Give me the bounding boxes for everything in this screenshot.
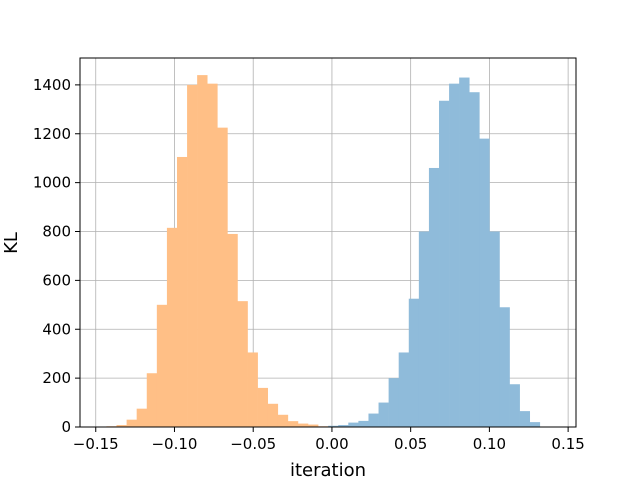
histogram-bar-series-1: [146, 373, 158, 427]
y-axis-label: KL: [1, 232, 22, 254]
histogram-bar-series-1: [297, 423, 309, 427]
histogram-bar-series-2: [489, 231, 500, 427]
y-tick-label: 200: [42, 369, 71, 387]
histogram-bar-series-2: [338, 425, 349, 427]
histogram-bar-series-1: [277, 414, 289, 427]
histogram-bar-series-1: [116, 425, 127, 427]
x-axis-label: iteration: [290, 460, 366, 480]
x-axis-ticks: −0.15 −0.10 −0.05 0.00 0.05 0.10 0.15: [73, 427, 585, 453]
histogram-bar-series-1: [308, 424, 319, 427]
histogram-bar-series-1: [126, 419, 137, 427]
histogram-bar-series-2: [408, 298, 420, 427]
histogram-bar-series-1: [257, 387, 268, 427]
histogram-bar-series-1: [287, 421, 299, 427]
histogram-bar-series-1: [217, 127, 228, 428]
histogram-bar-series-2: [428, 167, 440, 427]
histogram-bar-series-2: [509, 384, 520, 427]
histogram-bar-series-2: [519, 411, 531, 427]
histogram-bar-series-1: [197, 75, 208, 427]
plot-frame: [79, 57, 577, 428]
histogram-bar-series-2: [449, 83, 460, 428]
y-tick-label: 1400: [33, 76, 71, 94]
y-axis-ticks: 0 200 400 600 800 1000 1200 1400: [33, 76, 80, 436]
x-tick-label: −0.15: [73, 435, 119, 453]
x-tick-label: 0.05: [394, 435, 427, 453]
histogram-bar-series-1: [166, 227, 178, 427]
histogram-bar-series-2: [388, 378, 399, 427]
histogram-bar-series-1: [247, 352, 258, 427]
histogram-bar-series-1: [267, 403, 279, 427]
histogram-bar-series-2: [529, 422, 541, 427]
histogram-bar-series-2: [378, 402, 389, 427]
y-tick-label: 1000: [33, 174, 71, 192]
y-tick-label: 800: [42, 223, 71, 241]
x-tick-label: 0.00: [315, 435, 348, 453]
x-tick-label: 0.15: [551, 435, 584, 453]
x-tick-label: −0.05: [230, 435, 276, 453]
histogram-bar-series-1: [156, 304, 168, 427]
y-tick-label: 1200: [33, 125, 71, 143]
histogram-bar-series-2: [328, 425, 339, 427]
histogram-bar-series-1: [227, 233, 238, 427]
y-tick-label: 600: [42, 271, 71, 289]
histogram-bar-series-2: [499, 307, 510, 427]
histogram-bar-series-1: [187, 84, 198, 427]
histogram-bar-series-2: [368, 413, 379, 427]
histogram-bar-series-2: [479, 138, 490, 427]
histogram-bar-series-2: [469, 92, 480, 428]
y-tick-label: 0: [61, 418, 71, 436]
x-tick-label: −0.10: [151, 435, 197, 453]
histogram-bar-series-2: [418, 231, 430, 427]
histogram-bar-series-2: [459, 77, 470, 427]
histogram-bar-series-2: [439, 100, 450, 428]
histogram-bar-series-2: [398, 352, 410, 427]
histogram-bar-series-1: [237, 301, 248, 427]
histogram-bar-series-1: [136, 408, 148, 427]
histogram-bars: [96, 75, 551, 428]
histogram-bar-series-1: [176, 156, 188, 427]
x-tick-label: 0.10: [473, 435, 506, 453]
histogram-bar-series-2: [358, 420, 369, 427]
histogram-bar-series-1: [207, 83, 218, 428]
histogram-bar-series-2: [348, 422, 359, 427]
y-tick-label: 400: [42, 320, 71, 338]
